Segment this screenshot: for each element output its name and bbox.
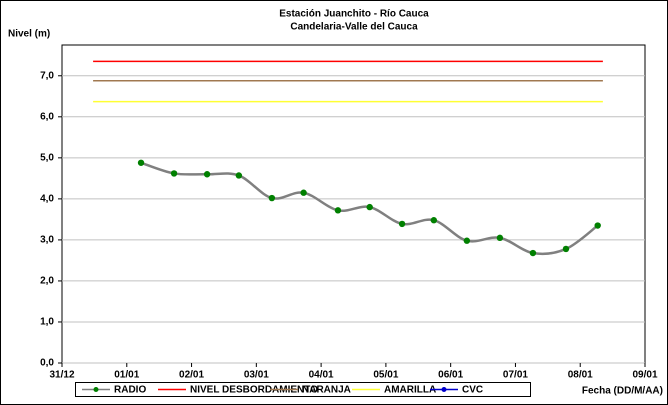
legend-label: RADIO xyxy=(114,385,146,396)
chart-subtitle: Candelaria-Valle del Cauca xyxy=(290,22,418,33)
y-axis-label: Nivel (m) xyxy=(8,29,50,40)
x-tick-label: 09/01 xyxy=(632,370,657,381)
y-tick-label: 7,0 xyxy=(40,70,54,81)
point xyxy=(334,207,342,214)
y-tick-label: 6,0 xyxy=(40,111,54,122)
point xyxy=(529,249,537,257)
x-tick-label: 03/01 xyxy=(244,370,269,381)
y-tick-label: 0,0 xyxy=(40,358,54,369)
legend-marker xyxy=(93,387,99,392)
point xyxy=(430,217,438,224)
point xyxy=(170,170,178,177)
point xyxy=(203,171,211,178)
point xyxy=(137,159,145,166)
point xyxy=(398,220,406,228)
y-tick-label: 1,0 xyxy=(40,317,54,328)
y-tick-label: 4,0 xyxy=(40,194,54,205)
x-tick-label: 05/01 xyxy=(373,370,398,381)
y-tick-label: 2,0 xyxy=(40,276,54,287)
point xyxy=(496,234,504,242)
x-tick-label: 08/01 xyxy=(568,370,593,381)
chart-title: Estación Juanchito - Río Cauca xyxy=(279,9,429,20)
legend-box xyxy=(75,382,531,397)
x-tick-label: 02/01 xyxy=(179,370,204,381)
point xyxy=(562,245,570,253)
x-tick-label: 04/01 xyxy=(309,370,334,381)
x-tick-label: 06/01 xyxy=(438,370,463,381)
x-tick-label: 07/01 xyxy=(503,370,528,381)
point xyxy=(366,203,373,211)
point xyxy=(463,237,471,244)
point xyxy=(594,222,601,229)
x-tick-label: 01/01 xyxy=(114,370,139,381)
point xyxy=(235,172,243,179)
legend-label: AMARILLA xyxy=(384,385,436,396)
point xyxy=(268,194,276,202)
legend-label: NARANJA xyxy=(302,385,351,396)
legend-label: CVC xyxy=(462,385,483,396)
x-axis-label: Fecha (DD/M/AA) xyxy=(582,386,663,397)
point xyxy=(300,189,307,196)
plot-area xyxy=(61,44,646,364)
y-tick-label: 3,0 xyxy=(40,235,54,246)
legend-marker xyxy=(441,387,447,392)
legend-label: NIVEL DESBORDAMIENTO xyxy=(190,385,318,396)
x-tick-label: 31/12 xyxy=(49,370,74,381)
y-tick-label: 5,0 xyxy=(40,152,54,163)
